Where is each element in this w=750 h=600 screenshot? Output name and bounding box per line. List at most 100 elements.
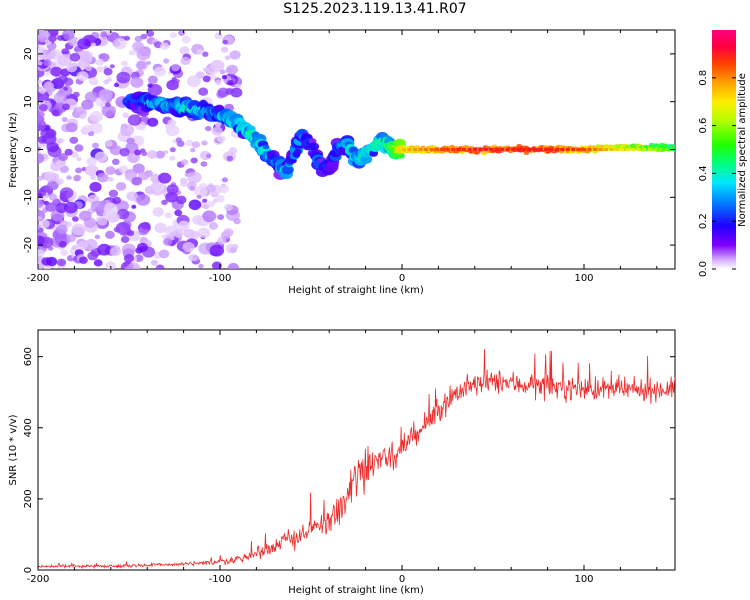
spectrogram-cell bbox=[38, 199, 44, 208]
spectrogram-cell bbox=[161, 234, 167, 239]
x-tick-label: -100 bbox=[209, 273, 232, 284]
spectrogram-cell bbox=[61, 116, 68, 123]
spectrogram-cell bbox=[192, 214, 204, 225]
spectrogram-cell bbox=[53, 92, 67, 104]
spectrogram-cell bbox=[42, 49, 50, 56]
spectrogram-peak-cell bbox=[467, 148, 472, 151]
spectrogram-x-ticks: -200 -100 0 100 bbox=[27, 30, 658, 284]
spectrogram-peak-cell bbox=[642, 148, 647, 151]
spectrogram-cell bbox=[154, 222, 167, 234]
spectrogram-cell bbox=[97, 243, 112, 256]
spectrogram-cell bbox=[38, 193, 43, 198]
spectrogram-cell bbox=[198, 87, 209, 96]
spectrogram-cell bbox=[169, 32, 177, 39]
colorbar-tick-label: 0.6 bbox=[698, 118, 709, 134]
spectrogram-cell bbox=[109, 145, 122, 156]
spectrogram-peak-cell bbox=[478, 148, 483, 151]
spectrogram-cell bbox=[49, 49, 62, 60]
spectrogram-peak-cell bbox=[614, 148, 619, 151]
spectrogram-peak-cell bbox=[462, 148, 467, 151]
spectrogram-cell bbox=[105, 102, 111, 108]
spectrogram-cell bbox=[103, 202, 118, 215]
snr-line bbox=[38, 348, 675, 570]
spectrogram-cell bbox=[113, 38, 127, 50]
spectrogram-cell bbox=[132, 41, 145, 52]
spectrogram-cell bbox=[38, 216, 43, 221]
spectrogram-cell bbox=[146, 60, 152, 65]
spectrogram-peak-cell bbox=[549, 148, 554, 151]
spectrogram-peak-cell bbox=[609, 148, 614, 151]
spectrogram-peak-cell bbox=[505, 148, 510, 151]
spectrogram-cell bbox=[178, 220, 190, 231]
spectrogram-peak-cell bbox=[544, 148, 548, 151]
spectrogram-peak-cell bbox=[412, 148, 417, 151]
spectrogram-cell bbox=[174, 79, 180, 84]
spectrogram-cell bbox=[103, 67, 113, 76]
spectrogram-cell bbox=[96, 66, 104, 73]
spectrogram-peak-cell bbox=[593, 148, 598, 151]
spectrogram-cell bbox=[171, 63, 181, 72]
spectrogram-cell bbox=[57, 138, 64, 144]
spectrogram-cell bbox=[219, 69, 226, 75]
spectrogram-peak-cell bbox=[418, 148, 423, 151]
spectrogram-cell bbox=[124, 265, 132, 269]
spectrogram-peak-cell bbox=[434, 148, 439, 151]
spectrogram-peak-cell bbox=[483, 148, 488, 151]
spectrogram-cell bbox=[136, 194, 151, 206]
spectrogram-cell bbox=[165, 192, 179, 203]
spectrogram-cell bbox=[164, 212, 172, 219]
spectrogram-cell bbox=[172, 229, 184, 238]
colorbar-tick-label: 0.0 bbox=[698, 261, 709, 277]
spectrogram-cell bbox=[181, 159, 189, 166]
spectrogram-cell bbox=[64, 201, 78, 214]
spectrogram-cell bbox=[38, 153, 45, 164]
colorbar-tick-label: 0.4 bbox=[698, 165, 709, 181]
spectrogram-cell bbox=[202, 198, 208, 203]
snr-y-axis-label: SNR (10 * v/v) bbox=[8, 414, 19, 485]
spectrogram-cell bbox=[137, 242, 148, 252]
spectrogram-cell bbox=[141, 151, 148, 157]
spectrogram-cell bbox=[224, 55, 231, 60]
spectrogram-cell bbox=[58, 153, 68, 162]
spectrogram-cell bbox=[101, 105, 117, 117]
spectrogram-cell bbox=[38, 146, 42, 152]
spectrogram-cell bbox=[74, 144, 84, 152]
spectrogram-cell bbox=[205, 62, 220, 75]
spectrogram-cell bbox=[207, 200, 216, 208]
spectrogram-cell bbox=[224, 88, 233, 95]
spectrogram-cell bbox=[193, 186, 208, 198]
spectrogram-cell bbox=[214, 121, 222, 128]
spectrogram-cell bbox=[76, 71, 89, 82]
spectrogram-ridge bbox=[402, 148, 674, 151]
spectrogram-peak-cell bbox=[587, 148, 592, 151]
spectrogram-cell bbox=[38, 142, 41, 147]
spectrogram-cell bbox=[109, 64, 115, 69]
spectrogram-cell bbox=[136, 48, 151, 61]
spectrogram-cell bbox=[64, 148, 73, 156]
spectrogram-cell bbox=[90, 200, 105, 213]
spectrogram-peak-cell bbox=[516, 148, 521, 151]
spectrogram-peak-cell bbox=[456, 148, 461, 151]
spectrogram-peak-cell bbox=[604, 148, 608, 151]
spectrogram-cell bbox=[190, 231, 200, 239]
spectrogram-cell bbox=[63, 86, 68, 91]
spectrogram-peak-cell bbox=[494, 148, 499, 151]
spectrogram-cell bbox=[76, 156, 82, 162]
spectrogram-cell bbox=[44, 82, 55, 90]
spectrogram-cell bbox=[59, 187, 74, 199]
spectrogram-peak-cell bbox=[576, 148, 581, 151]
spectrogram-peak-cell bbox=[636, 148, 641, 151]
spectrogram-cell bbox=[88, 77, 99, 86]
spectrogram-peak-cell bbox=[571, 148, 576, 151]
spectrogram-cell bbox=[98, 88, 113, 101]
spectrogram-cell bbox=[41, 257, 52, 266]
spectrogram-cell bbox=[174, 209, 183, 217]
spectrogram-cell bbox=[51, 109, 60, 117]
spectrogram-cell bbox=[72, 216, 79, 222]
spectrogram-cell bbox=[208, 222, 218, 230]
spectrogram-cell bbox=[215, 79, 222, 86]
y-tick-label: 0 bbox=[23, 567, 34, 573]
spectrogram-cell bbox=[75, 167, 83, 174]
spectrogram-cell bbox=[38, 249, 45, 257]
